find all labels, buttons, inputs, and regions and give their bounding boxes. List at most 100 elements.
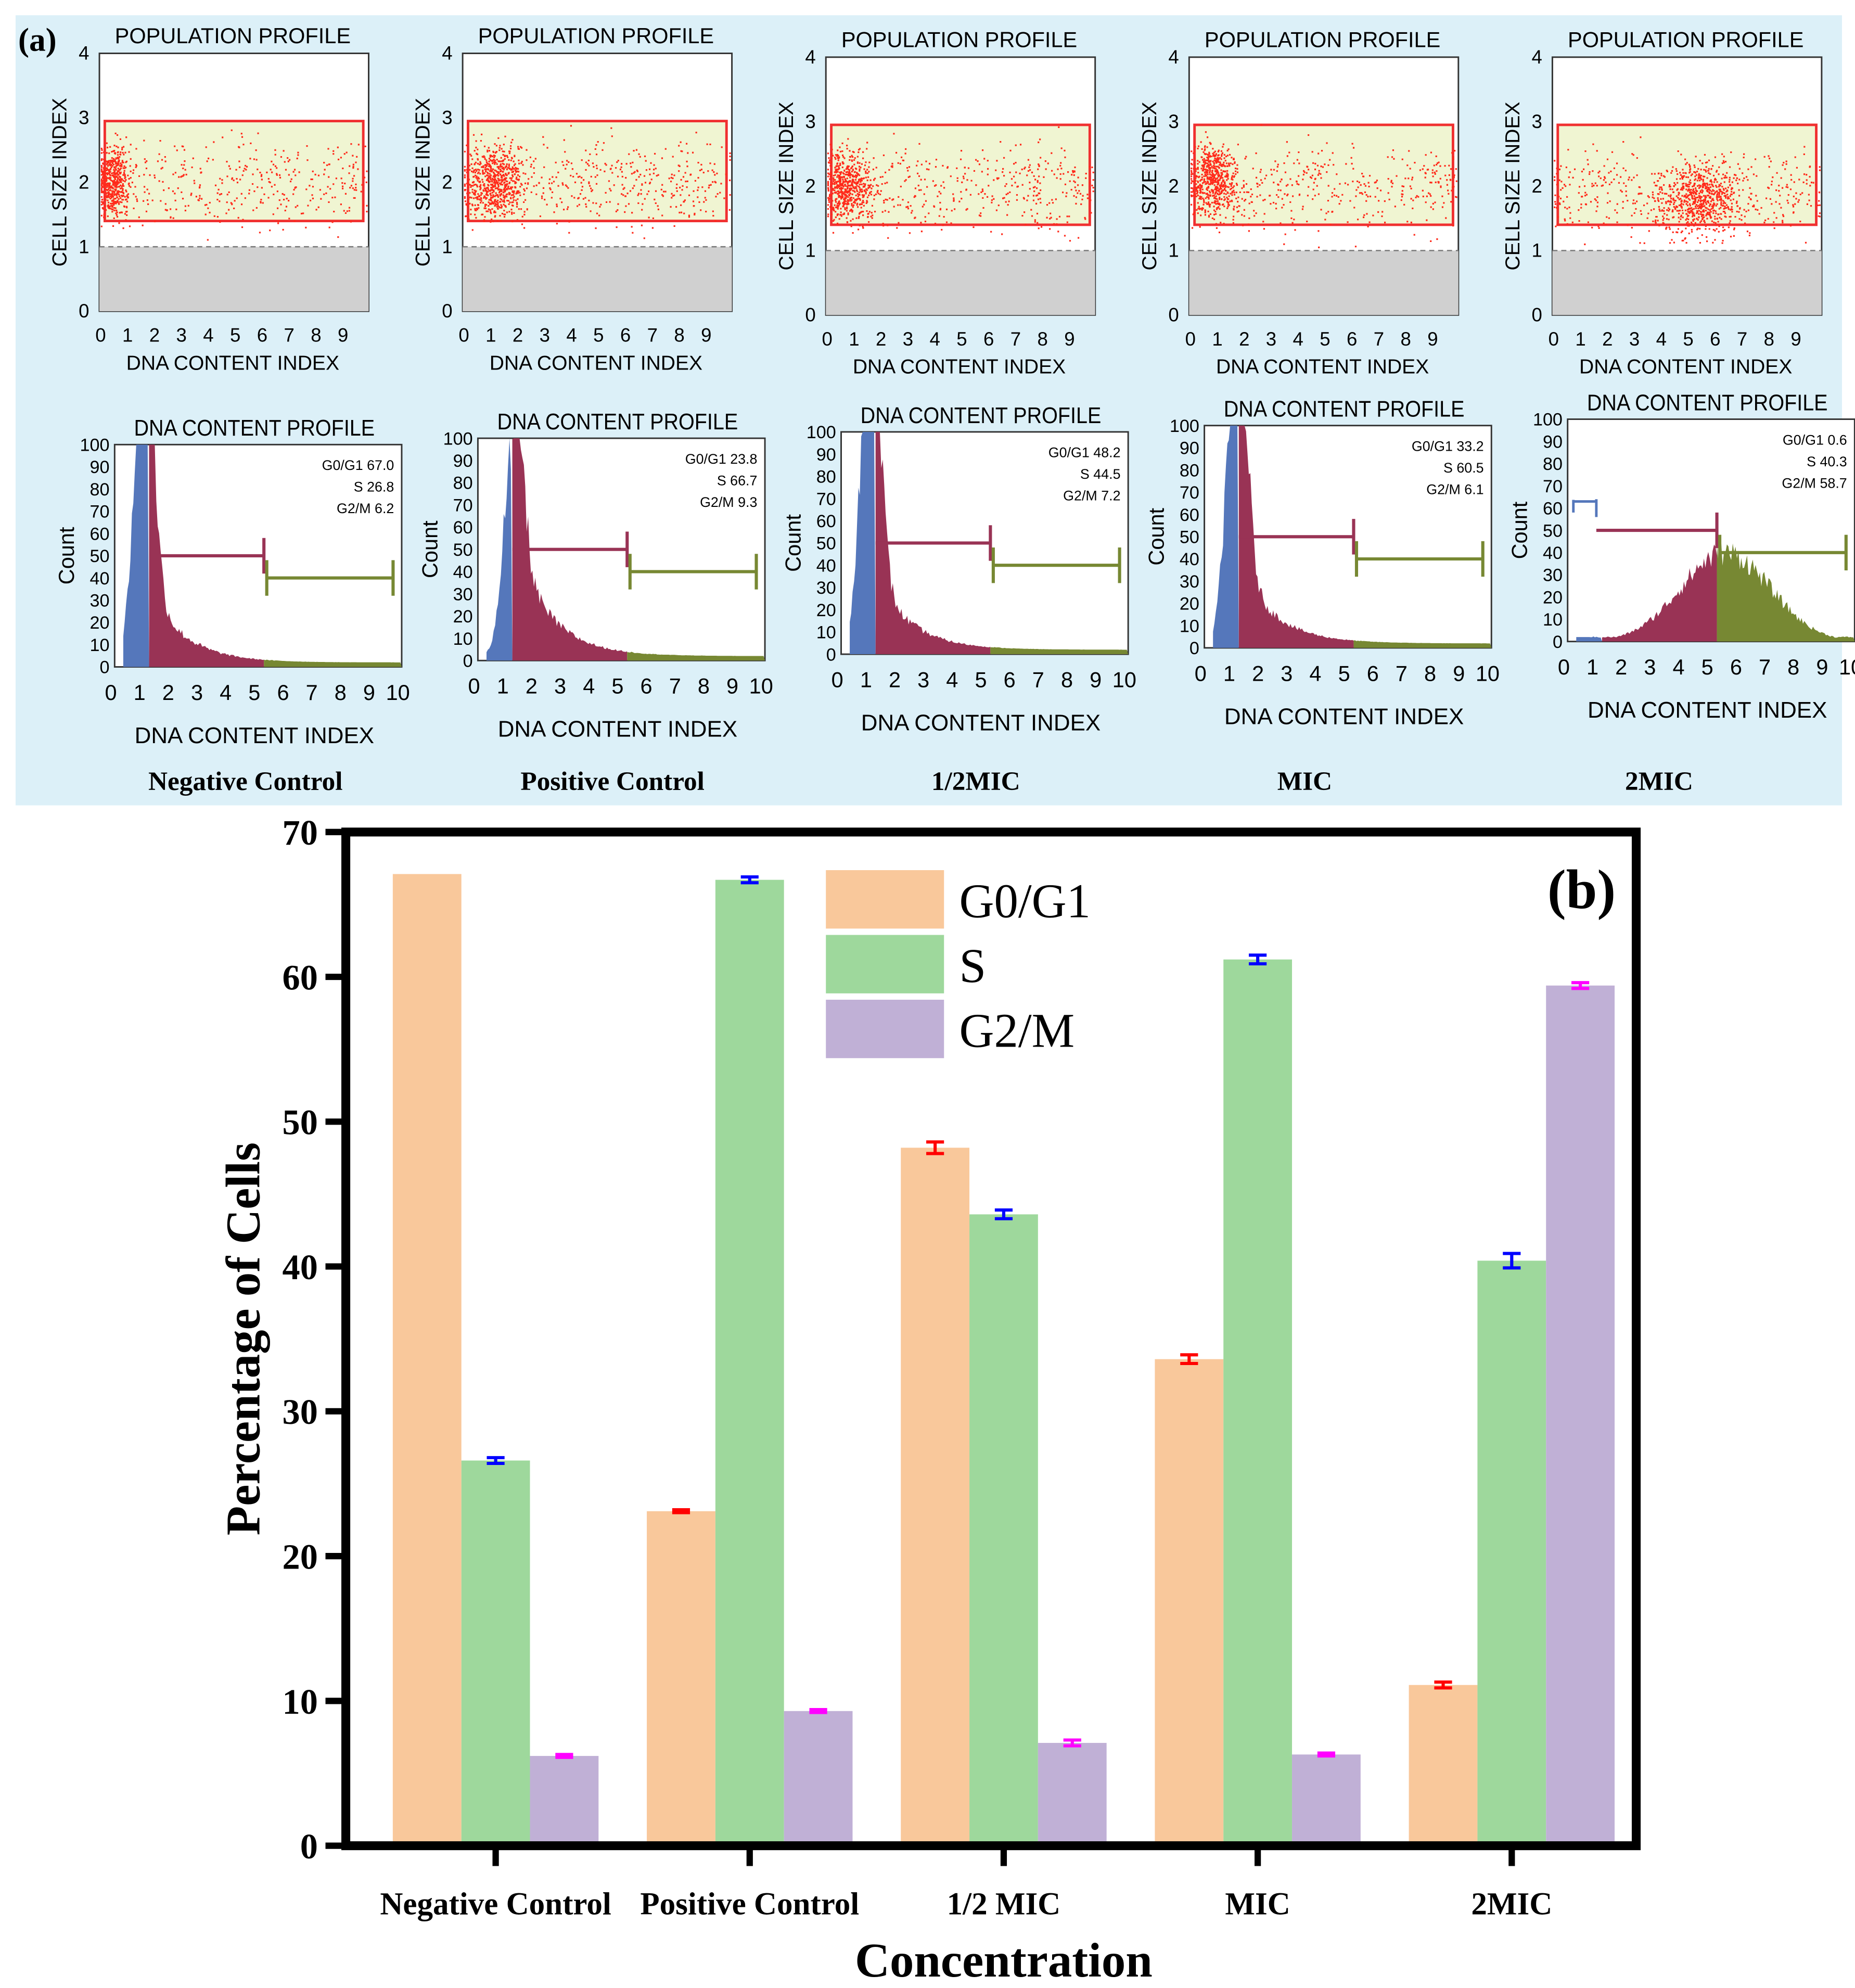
y-tick-label: 4: [1532, 46, 1542, 68]
y-tick-label: 100: [1533, 410, 1563, 430]
x-tick-label: 9: [701, 325, 711, 346]
histogram-title: DNA CONTENT PROFILE: [134, 415, 375, 440]
y-tick-label: 4: [79, 43, 89, 64]
x-tick-label: 9: [1816, 655, 1828, 679]
scatter-events: [827, 126, 1094, 242]
y-tick-label: 10: [90, 635, 110, 655]
y-tick-label: 30: [1180, 572, 1199, 592]
bar-g2m: [1292, 1754, 1361, 1846]
x-tick-label: 9: [1064, 328, 1074, 350]
bar-g2m: [1546, 985, 1615, 1846]
x-tick-label: 8: [335, 680, 347, 705]
bar-g2m: [1038, 1743, 1107, 1846]
s-phase-histogram: [875, 431, 991, 655]
phase-statistic: S 60.5: [1443, 460, 1484, 476]
y-tick-label: 70: [1180, 483, 1199, 503]
y-tick-label: 20: [283, 1537, 318, 1577]
s-phase-gate-marker: [1596, 512, 1719, 549]
x-tick-label: 9: [726, 674, 738, 698]
x-tick-label: 3: [903, 328, 913, 350]
x-tick-label: 3: [917, 668, 929, 692]
y-tick-label: 100: [443, 429, 473, 449]
x-tick-label: 6: [641, 674, 653, 698]
x-tick-label: 6: [983, 328, 994, 350]
g2m-gate-marker: [628, 554, 758, 590]
x-tick-label: 5: [975, 668, 987, 692]
x-tick-label: 5: [230, 325, 240, 346]
scatter-x-label: DNA CONTENT INDEX: [490, 352, 702, 374]
y-tick-label: 40: [283, 1247, 318, 1287]
phase-statistic: G0/G1 33.2: [1412, 439, 1484, 454]
bar-g0g1: [1409, 1685, 1478, 1846]
phase-statistic: G0/G1 0.6: [1783, 432, 1847, 448]
x-tick-label: 1: [860, 668, 872, 692]
sample-name: 2MIC: [1625, 767, 1693, 796]
cell-gate: [1193, 123, 1454, 226]
scatter-title: POPULATION PROFILE: [1205, 27, 1440, 52]
x-tick-label: 2: [1615, 655, 1627, 679]
phase-statistic: G2/M 6.2: [337, 501, 394, 516]
cell-gate: [1556, 123, 1818, 226]
s-phase-histogram: [149, 444, 264, 667]
x-tick-label: 3: [1644, 655, 1656, 679]
legend-swatch: [826, 999, 944, 1059]
error-bar: [1571, 981, 1590, 990]
x-tick-label: 2: [526, 674, 538, 698]
x-tick-label: 4: [1293, 328, 1303, 350]
x-tick-label: 1: [485, 325, 496, 346]
x-tick-label: 5: [1702, 655, 1713, 679]
x-tick-label: 9: [338, 325, 348, 346]
x-tick-label: 1: [849, 328, 859, 350]
g2m-histogram: [1717, 541, 1855, 642]
y-tick-label: 50: [1180, 527, 1199, 547]
x-tick-label: 7: [1759, 655, 1771, 679]
x-tick-label: 8: [1424, 661, 1436, 685]
scatter-events: [1191, 124, 1457, 248]
s-phase-gate-marker: [512, 531, 629, 567]
x-tick-label: 0: [1549, 328, 1559, 350]
x-tick-label: 1/2 MIC: [947, 1887, 1061, 1921]
x-tick-label: 0: [1195, 661, 1207, 685]
plot-frame: [341, 827, 1641, 1851]
x-tick-label: 8: [1401, 328, 1411, 350]
g2m-histogram: [1353, 640, 1492, 648]
y-tick-label: 30: [816, 578, 836, 598]
x-tick-label: 2: [889, 668, 901, 692]
x-tick-label: 5: [1338, 661, 1350, 685]
x-tick-label: 0: [831, 668, 843, 692]
x-tick-label: 4: [220, 680, 232, 705]
y-tick-label: 0: [300, 1827, 318, 1866]
legend-label: S: [960, 939, 987, 993]
error-bar: [1180, 1353, 1198, 1366]
g0g1-histogram: [1576, 636, 1602, 642]
x-tick-label: 10: [1476, 661, 1500, 685]
x-tick-label: 1: [122, 325, 133, 346]
y-tick-label: 3: [1168, 111, 1179, 132]
x-tick-label: 3: [191, 680, 203, 705]
x-tick-label: 6: [277, 680, 289, 705]
x-tick-label: 3: [176, 325, 187, 346]
y-tick-label: 10: [1180, 616, 1199, 636]
x-tick-label: 0: [1185, 328, 1196, 350]
y-tick-label: 50: [453, 540, 473, 560]
g2m-gate-marker: [1718, 534, 1848, 570]
phase-statistic: G2/M 7.2: [1063, 488, 1120, 504]
scatter-x-label: DNA CONTENT INDEX: [1216, 356, 1429, 378]
y-tick-label: 20: [1543, 588, 1563, 607]
cell-gate: [830, 123, 1091, 226]
y-tick-label: 60: [90, 524, 110, 544]
x-tick-label: 10: [1839, 655, 1855, 679]
error-bar: [1434, 1680, 1452, 1690]
s-phase-histogram: [1602, 544, 1717, 642]
x-tick-label: 0: [458, 325, 469, 346]
x-tick-label: 4: [1656, 328, 1667, 350]
sample-name: 1/2MIC: [931, 767, 1020, 796]
x-tick-label: 7: [284, 325, 295, 346]
x-tick-label: 6: [1730, 655, 1742, 679]
x-tick-label: 7: [1737, 328, 1747, 350]
x-tick-label: 4: [1309, 661, 1321, 685]
y-tick-label: 2: [442, 171, 452, 193]
x-tick-label: 2: [149, 325, 160, 346]
